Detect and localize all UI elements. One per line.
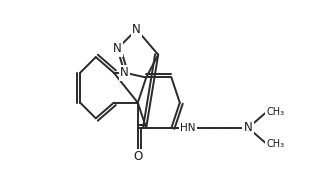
Text: CH₃: CH₃ [266,107,284,117]
Text: O: O [133,150,142,163]
Text: N: N [120,66,129,79]
Text: HN: HN [181,123,196,133]
Text: N: N [132,23,141,36]
Text: N: N [244,121,253,134]
Text: CH₃: CH₃ [266,139,284,149]
Text: N: N [113,42,122,55]
